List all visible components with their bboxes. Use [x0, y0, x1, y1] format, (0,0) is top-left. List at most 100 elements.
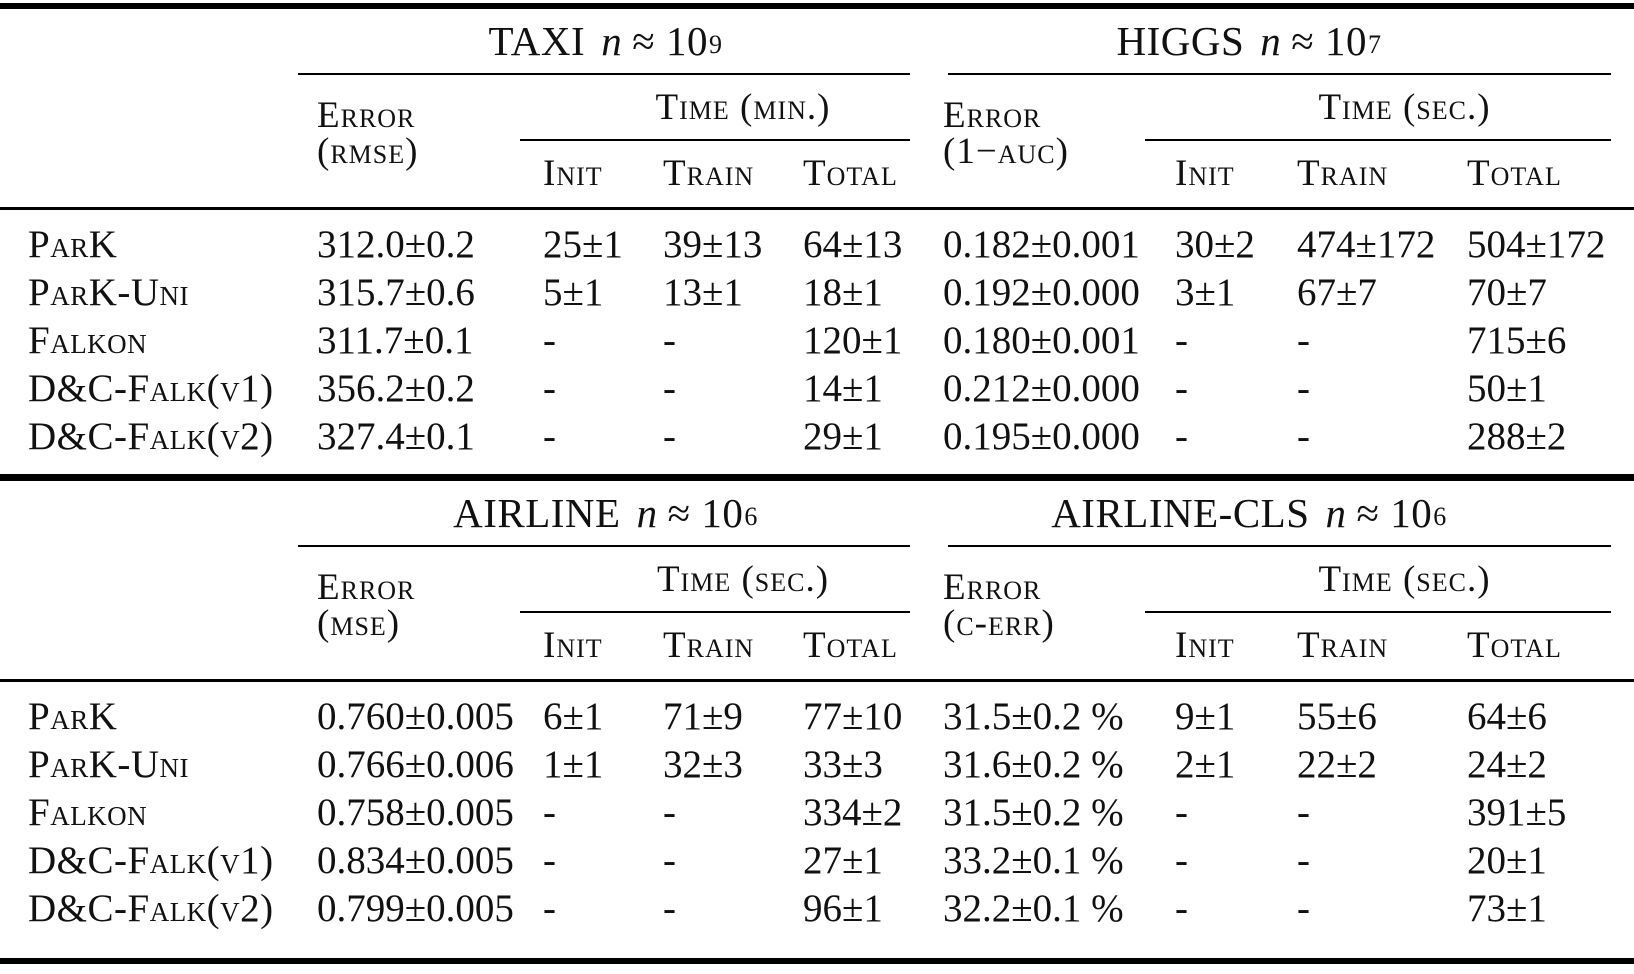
approx-value: ≈ 10	[1356, 490, 1433, 536]
train-value: 22±2	[1297, 742, 1377, 786]
init-value: -	[543, 838, 556, 882]
n-symbol: n	[1325, 490, 1347, 536]
train-value: 39±13	[663, 222, 763, 266]
train-value: -	[1297, 414, 1310, 458]
train-value: -	[1297, 838, 1310, 882]
method-label: D&C-Falk(v1)	[28, 838, 274, 882]
total-value: 288±2	[1467, 414, 1567, 458]
error-metric: (1−auc)	[943, 131, 1069, 172]
train-value: 71±9	[663, 694, 743, 738]
total-value: 50±1	[1467, 366, 1547, 410]
total-value: 18±1	[803, 270, 883, 314]
time-header-airline: Time (sec.)	[656, 558, 830, 600]
init-value: -	[1175, 790, 1188, 834]
exponent: 9	[708, 30, 723, 59]
dataset-header-row-2: AIRLINE n ≈ 10 6 AIRLINE-CLS n ≈ 10 6	[0, 481, 1634, 545]
init-value: -	[543, 318, 556, 362]
error-value: 32.2±0.1 %	[943, 886, 1124, 930]
init-value: -	[543, 366, 556, 410]
error-value: 31.6±0.2 %	[943, 742, 1124, 786]
total-value: 20±1	[1467, 838, 1547, 882]
error-label: Error	[943, 95, 1042, 136]
train-value: -	[1297, 886, 1310, 930]
dataset-title-airline-cls: AIRLINE-CLS n ≈ 10 6	[943, 489, 1634, 537]
error-value: 312.0±0.2	[317, 222, 475, 266]
col-header-total: Total	[803, 152, 898, 194]
table-row: D&C-Falk(v1) 0.834±0.005 - - 27±1 33.2±0…	[0, 836, 1634, 884]
dataset-name: TAXI	[488, 18, 586, 64]
time-header-airline-cls: Time (sec.)	[1318, 558, 1491, 600]
error-value: 311.7±0.1	[317, 318, 474, 362]
error-value: 327.4±0.1	[317, 414, 475, 458]
total-value: 73±1	[1467, 886, 1547, 930]
cmidrule	[298, 73, 910, 75]
total-value: 24±2	[1467, 742, 1547, 786]
table-row: D&C-Falk(v2) 327.4±0.1 - - 29±1 0.195±0.…	[0, 412, 1634, 460]
init-value: 25±1	[543, 222, 623, 266]
error-value: 0.758±0.005	[317, 790, 514, 834]
error-value: 315.7±0.6	[317, 270, 475, 314]
init-value: -	[1175, 886, 1188, 930]
init-value: -	[543, 414, 556, 458]
col-header-init: Init	[543, 624, 603, 666]
init-value: 6±1	[543, 694, 604, 738]
method-label: ParK	[28, 694, 118, 738]
method-label: Falkon	[28, 318, 148, 362]
col-header-train: Train	[1297, 152, 1389, 194]
dataset-header-row-1: TAXI n ≈ 10 9 HIGGS n ≈ 10 7	[0, 9, 1634, 73]
method-label: D&C-Falk(v2)	[28, 414, 274, 458]
total-value: 64±13	[803, 222, 903, 266]
init-value: -	[1175, 318, 1188, 362]
method-label: ParK	[28, 222, 118, 266]
time-cmidrule	[1145, 139, 1611, 141]
time-cmidrule	[520, 611, 910, 613]
error-value: 0.182±0.001	[943, 222, 1140, 266]
dataset-name: AIRLINE	[453, 490, 621, 536]
error-header-airline-cls: Error (c-err)	[943, 547, 1175, 679]
init-value: -	[543, 886, 556, 930]
total-value: 391±5	[1467, 790, 1567, 834]
train-value: 67±7	[1297, 270, 1377, 314]
total-value: 27±1	[803, 838, 883, 882]
total-value: 29±1	[803, 414, 883, 458]
error-metric: (rmse)	[317, 131, 419, 172]
col-header-init: Init	[543, 152, 603, 194]
total-value: 70±7	[1467, 270, 1547, 314]
table-row: Falkon 311.7±0.1 - - 120±1 0.180±0.001 -…	[0, 316, 1634, 364]
method-label: ParK-Uni	[28, 742, 190, 786]
dataset-title-higgs: HIGGS n ≈ 10 7	[943, 17, 1634, 65]
error-value: 0.799±0.005	[317, 886, 514, 930]
dataset-cmidrules-1	[0, 73, 1634, 75]
dataset-title-airline: AIRLINE n ≈ 10 6	[317, 489, 943, 537]
method-label: D&C-Falk(v1)	[28, 366, 274, 410]
train-value: 474±172	[1297, 222, 1436, 266]
error-value: 0.766±0.006	[317, 742, 514, 786]
data-rows-2: ParK 0.760±0.005 6±1 71±9 77±10 31.5±0.2…	[0, 682, 1634, 958]
error-value: 0.192±0.000	[943, 270, 1140, 314]
train-value: 32±3	[663, 742, 743, 786]
train-value: -	[663, 318, 676, 362]
time-cmidrule	[520, 139, 910, 141]
init-value: 9±1	[1175, 694, 1236, 738]
error-value: 356.2±0.2	[317, 366, 475, 410]
error-value: 33.2±0.1 %	[943, 838, 1124, 882]
method-label: ParK-Uni	[28, 270, 190, 314]
column-header-row-1: Error (rmse) Time (min.) Init Train Tota…	[0, 75, 1634, 207]
time-header-taxi: Time (min.)	[655, 86, 831, 128]
total-value: 14±1	[803, 366, 883, 410]
spacer	[0, 547, 317, 679]
error-value: 0.760±0.005	[317, 694, 514, 738]
section-divider-rule	[0, 474, 1634, 481]
error-value: 0.195±0.000	[943, 414, 1140, 458]
error-metric: (mse)	[317, 603, 401, 644]
col-header-train: Train	[663, 152, 755, 194]
error-label: Error	[943, 567, 1042, 608]
error-value: 31.5±0.2 %	[943, 790, 1124, 834]
method-label: Falkon	[28, 790, 148, 834]
dataset-name: HIGGS	[1116, 18, 1245, 64]
n-symbol: n	[601, 18, 623, 64]
init-value: 1±1	[543, 742, 604, 786]
init-value: 5±1	[543, 270, 604, 314]
dataset-name: AIRLINE-CLS	[1051, 490, 1310, 536]
